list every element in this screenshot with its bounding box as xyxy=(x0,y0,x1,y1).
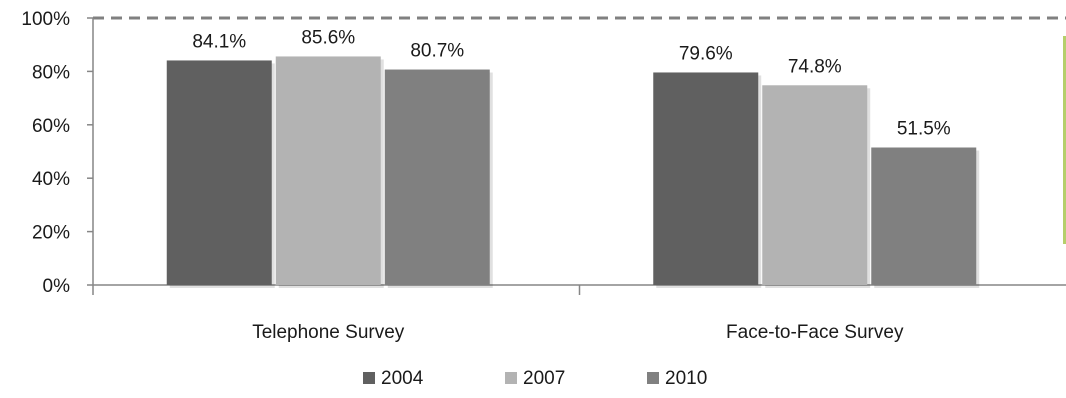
data-labels-layer: 84.1% 85.6% 80.7% 79.6% 74.8% 51.5% xyxy=(192,27,950,139)
bar-2010-0 xyxy=(384,69,490,285)
x-category-label: Face-to-Face Survey xyxy=(726,322,904,343)
x-category-label: Telephone Survey xyxy=(252,322,405,343)
data-label: 51.5% xyxy=(897,118,951,139)
legend-swatch xyxy=(363,372,375,384)
y-tick-label: 0% xyxy=(43,276,71,297)
legend-swatch xyxy=(647,372,659,384)
axes-layer: 0% 20% 40% 60% 80% 100% Telephone Survey Face-t… xyxy=(21,9,1066,343)
y-tick-label: 60% xyxy=(32,116,70,137)
bar-2007-0 xyxy=(275,56,381,286)
legend-swatch xyxy=(505,372,517,384)
data-label: 74.8% xyxy=(788,56,842,77)
data-label: 85.6% xyxy=(301,27,355,48)
y-tick-label: 100% xyxy=(21,9,70,30)
bar-2010-1 xyxy=(871,147,977,285)
data-label: 84.1% xyxy=(192,31,246,52)
bar-2007-1 xyxy=(762,85,868,285)
data-label: 79.6% xyxy=(679,43,733,64)
y-tick-label: 40% xyxy=(32,169,70,190)
bar-2004-0 xyxy=(166,60,272,285)
y-tick-label: 20% xyxy=(32,223,70,244)
y-tick-label: 80% xyxy=(32,62,70,83)
bar-2004-1 xyxy=(653,72,759,285)
bars-layer xyxy=(166,56,980,289)
annotation-box-edge-line xyxy=(1063,36,1066,244)
legend-label: 2004 xyxy=(381,368,424,389)
data-label: 80.7% xyxy=(410,41,464,62)
legend-label: 2010 xyxy=(665,368,707,389)
legend-label: 2007 xyxy=(523,368,565,389)
legend: 2004 2007 2010 xyxy=(363,368,707,389)
